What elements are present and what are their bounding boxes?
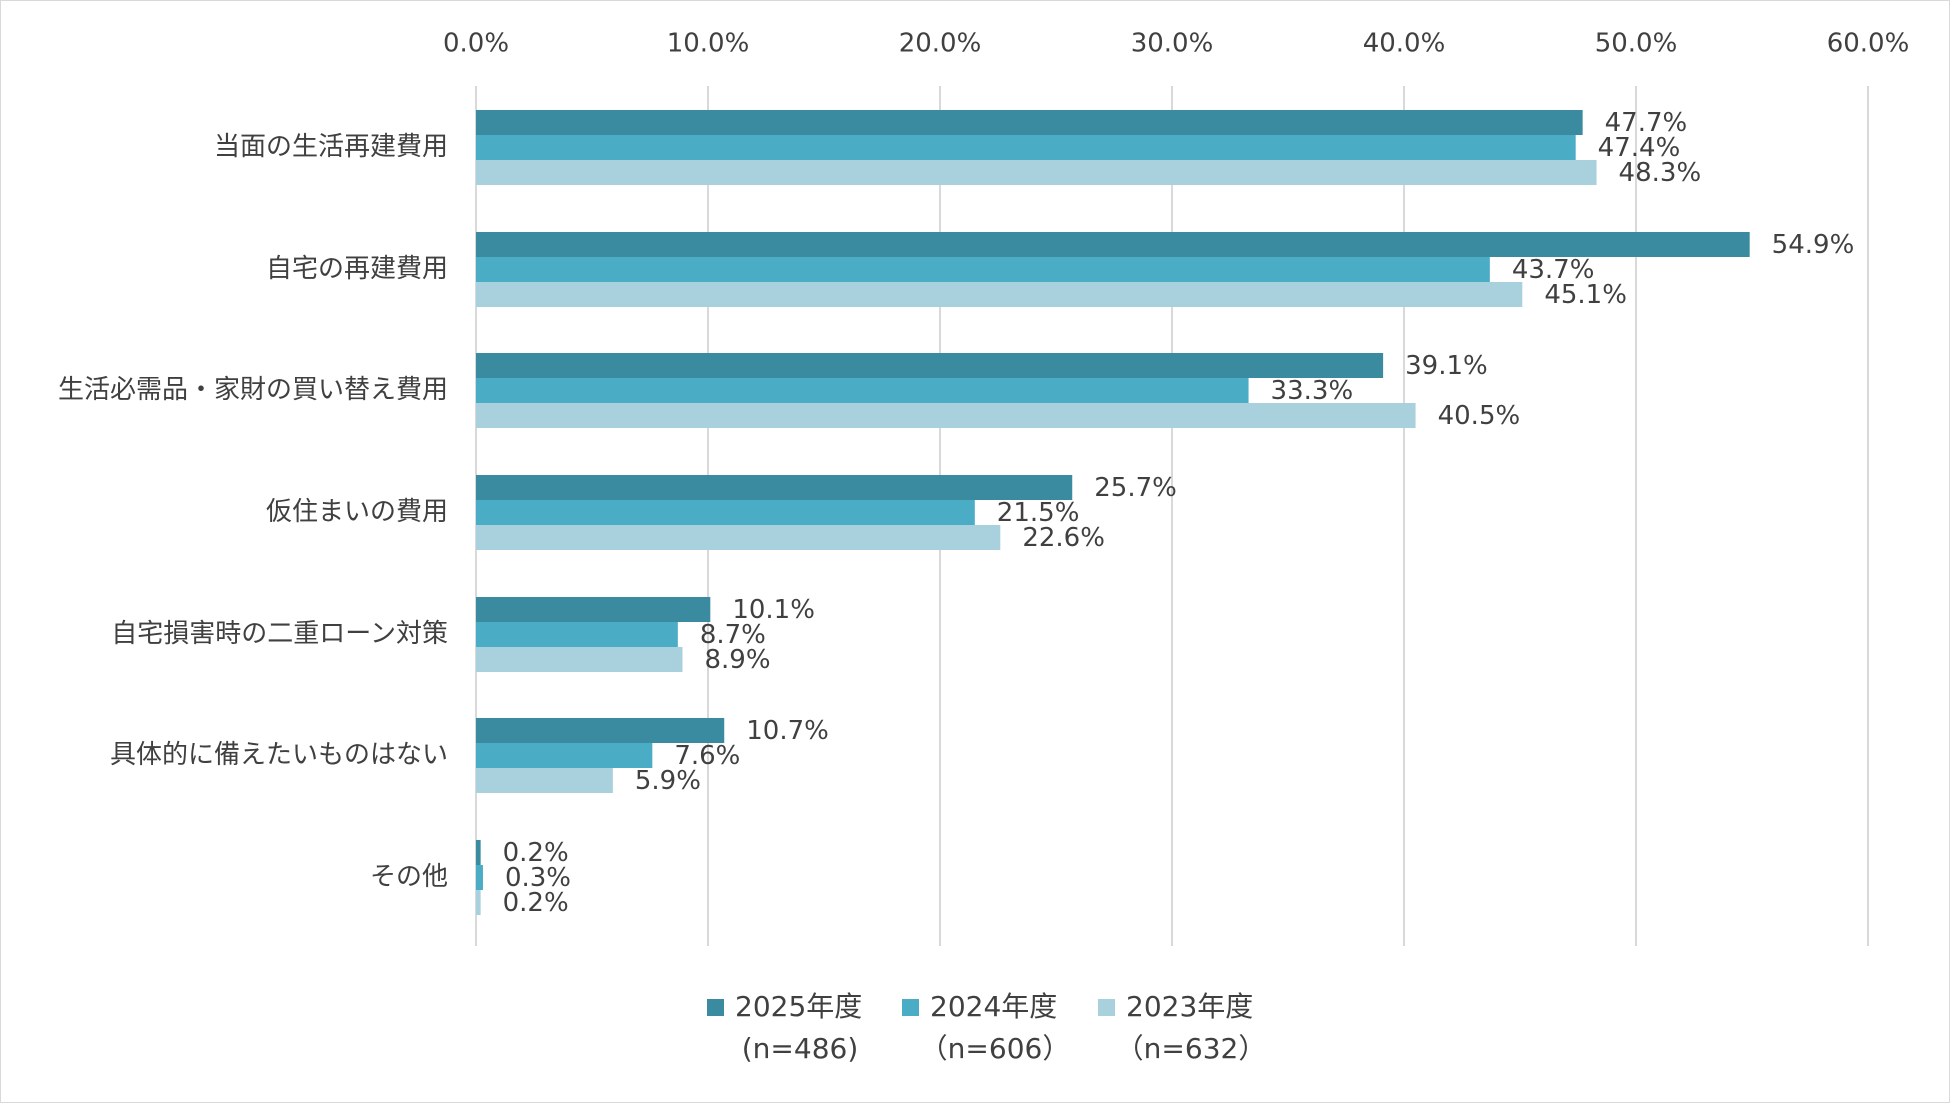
bar xyxy=(476,378,1249,403)
bar xyxy=(476,865,483,890)
data-label: 43.7% xyxy=(1512,255,1595,285)
data-label: 0.3% xyxy=(505,863,571,893)
category-label: 自宅の再建費用 xyxy=(266,254,448,284)
bar xyxy=(476,475,1073,500)
data-label: 22.6% xyxy=(1022,523,1105,553)
bar xyxy=(476,743,653,768)
data-label: 8.9% xyxy=(704,645,770,675)
category-label: 当面の生活再建費用 xyxy=(214,132,448,162)
bar xyxy=(476,110,1583,135)
data-label: 47.4% xyxy=(1598,133,1681,163)
legend-swatch xyxy=(1098,999,1115,1016)
bar xyxy=(476,160,1597,185)
bar xyxy=(476,257,1490,282)
legend-swatch xyxy=(902,999,919,1016)
category-label: その他 xyxy=(370,862,448,892)
category-label: 自宅損害時の二重ローン対策 xyxy=(111,619,448,649)
data-label: 25.7% xyxy=(1094,473,1177,503)
legend-label: 2023年度 xyxy=(1126,990,1253,1023)
x-tick-label: 60.0% xyxy=(1827,29,1910,59)
bar xyxy=(476,282,1523,307)
legend-swatch xyxy=(707,999,724,1016)
data-label: 0.2% xyxy=(503,838,569,868)
data-label: 21.5% xyxy=(997,498,1080,528)
data-label: 8.7% xyxy=(700,620,766,650)
category-label: 生活必需品・家財の買い替え費用 xyxy=(58,375,448,405)
legend-label: 2025年度 xyxy=(735,990,862,1023)
legend-note: （n=606） xyxy=(920,1032,1071,1065)
data-label: 40.5% xyxy=(1438,401,1521,431)
bar xyxy=(476,232,1750,257)
bar xyxy=(476,718,725,743)
data-label: 48.3% xyxy=(1619,158,1702,188)
category-label: 仮住まいの費用 xyxy=(266,497,448,527)
bar xyxy=(476,500,975,525)
category-label: 具体的に備えたいものはない xyxy=(110,740,448,770)
bar xyxy=(476,890,481,915)
data-label: 10.1% xyxy=(732,595,815,625)
x-tick-label: 20.0% xyxy=(899,29,982,59)
x-tick-label: 30.0% xyxy=(1131,29,1214,59)
data-label: 0.2% xyxy=(503,888,569,918)
bar xyxy=(476,622,678,647)
legend-note: （n=632） xyxy=(1116,1032,1267,1065)
bar xyxy=(476,135,1576,160)
x-tick-label: 50.0% xyxy=(1595,29,1678,59)
data-label: 45.1% xyxy=(1544,280,1627,310)
bar xyxy=(476,525,1001,550)
x-tick-label: 40.0% xyxy=(1363,29,1446,59)
bars xyxy=(476,110,1750,915)
data-label: 10.7% xyxy=(746,716,829,746)
x-tick-label: 10.0% xyxy=(667,29,750,59)
data-label: 33.3% xyxy=(1271,376,1354,406)
data-label: 7.6% xyxy=(674,741,740,771)
data-label: 54.9% xyxy=(1772,230,1855,260)
legend-label: 2024年度 xyxy=(930,990,1057,1023)
legend-note: (n=486) xyxy=(742,1032,859,1065)
bar xyxy=(476,768,613,793)
data-label: 5.9% xyxy=(635,766,701,796)
data-label: 39.1% xyxy=(1405,351,1488,381)
bar xyxy=(476,403,1416,428)
legend: 2025年度 (n=486) 2024年度 （n=606） 2023年度 （n=632） xyxy=(707,990,1266,1065)
bar xyxy=(476,353,1384,378)
data-label: 47.7% xyxy=(1605,108,1688,138)
bar xyxy=(476,647,683,672)
x-axis-ticks: 0.0% 10.0% 20.0% 30.0% 40.0% 50.0% 60.0% xyxy=(443,29,1909,59)
bar xyxy=(476,840,481,865)
x-tick-label: 0.0% xyxy=(443,29,509,59)
bar xyxy=(476,597,711,622)
category-labels: 当面の生活再建費用自宅の再建費用生活必需品・家財の買い替え費用仮住まいの費用自宅… xyxy=(58,132,448,892)
data-labels: 47.7%54.9%39.1%25.7%10.1%10.7%0.2%47.4%4… xyxy=(503,108,1855,918)
